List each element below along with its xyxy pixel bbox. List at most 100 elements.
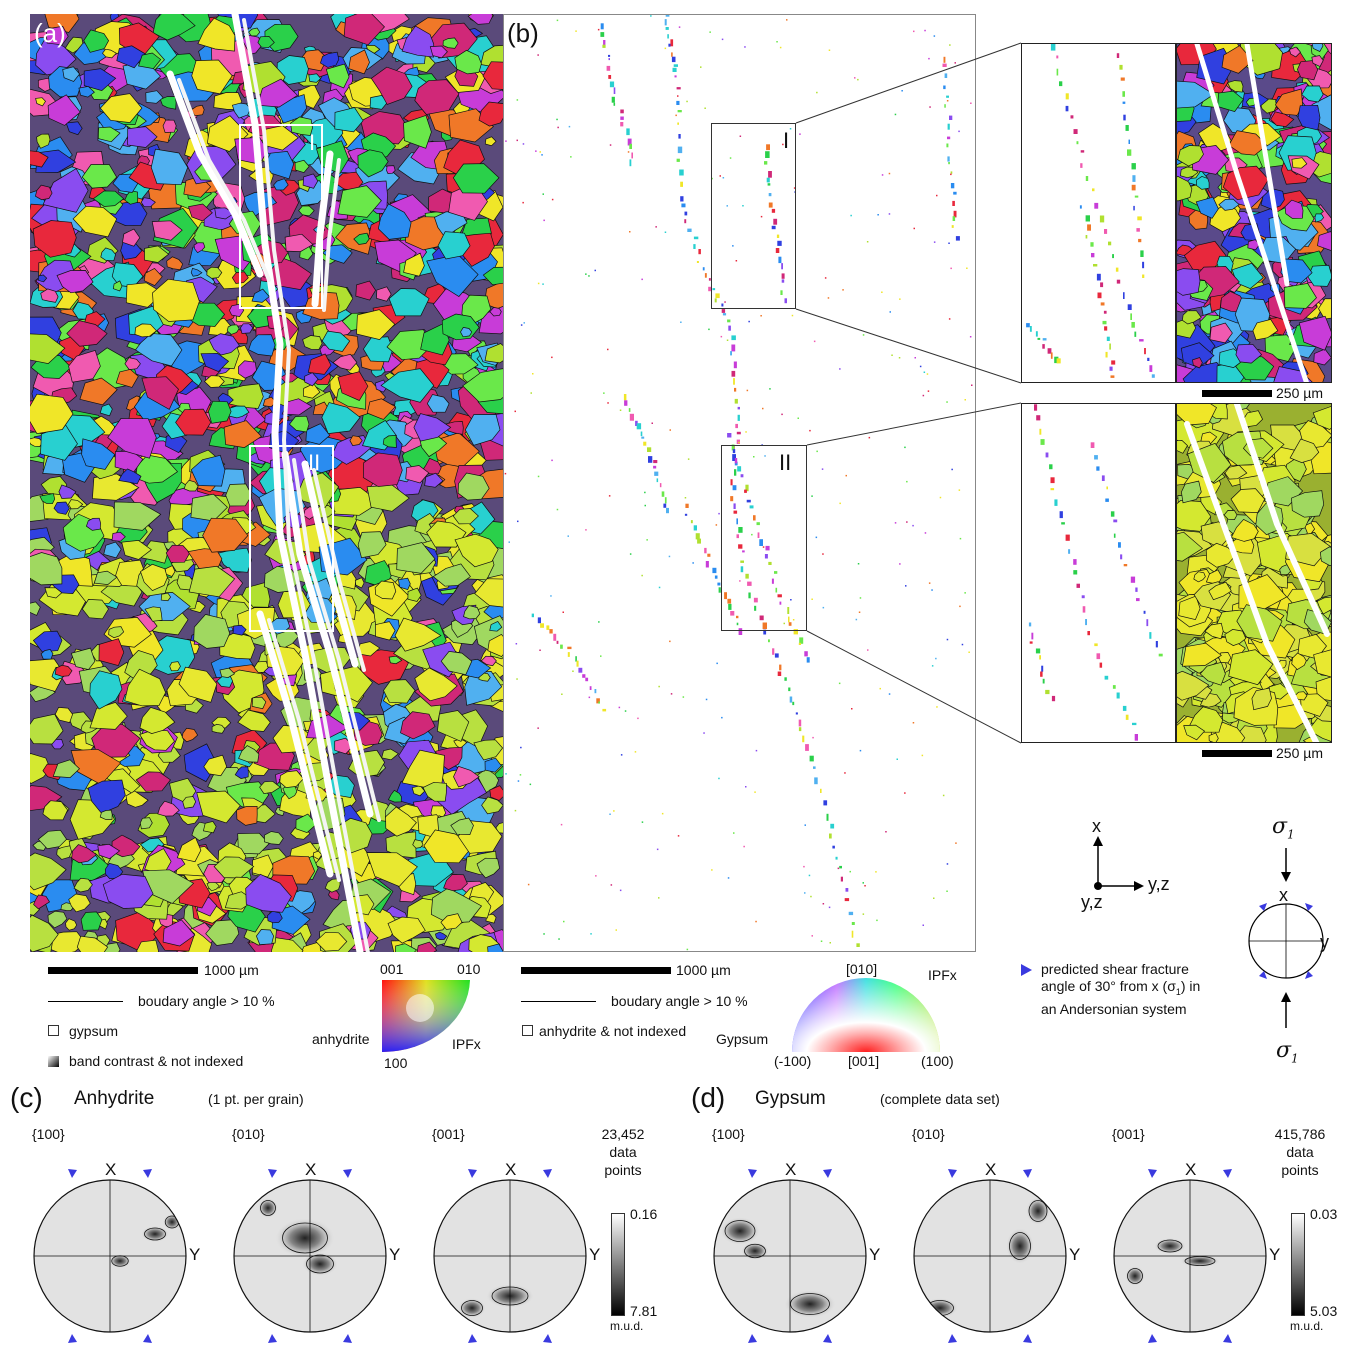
ipf-key-gypsum [792, 978, 940, 1052]
pole-figure-c-1 [233, 1169, 387, 1343]
sigma-bottom-label: σ1 [1276, 1038, 1299, 1065]
ipf-label-a: IPFx [452, 1036, 481, 1052]
sigma-bottom-symbol: σ [1276, 1038, 1292, 1063]
zoom-scale-bar-2 [1202, 750, 1272, 757]
circle-x-label: x [1279, 885, 1288, 905]
fracture-note-line-2: angle of 30° from x (σ1) in [1041, 978, 1200, 1001]
c-data-points-label-2: points [604, 1162, 642, 1178]
andersonian-circle [1248, 903, 1324, 979]
ipf-corner-010: 010 [457, 961, 481, 977]
region-box-ii-a [249, 445, 334, 632]
d-data-points-label-1: data [1286, 1144, 1314, 1160]
zoom-i-gypsum-graphic [1026, 44, 1155, 378]
sigma-bottom-sub: 1 [1291, 1051, 1299, 1066]
pf-c-y-label-1: Y [389, 1245, 401, 1264]
region-box-i-b [711, 123, 796, 309]
c-colorbar-unit: m.u.d. [610, 1319, 644, 1333]
boundary-label-b: boudary angle > 10 % [611, 993, 748, 1009]
ipf-corner-100: 100 [384, 1055, 408, 1071]
region-label-ii-a: II [308, 450, 321, 475]
gypsum-label: gypsum [69, 1023, 119, 1039]
band-contrast-swatch [48, 1056, 59, 1067]
d-colorbar-unit: m.u.d. [1290, 1319, 1324, 1333]
band-contrast-label: band contrast & not indexed [69, 1053, 244, 1069]
zoom-ii-gypsum-graphic [1028, 404, 1163, 741]
ipf-label-b: IPFx [928, 967, 957, 983]
d-data-points-value: 415,786 [1274, 1126, 1326, 1142]
pf-c-x-label-2: X [505, 1160, 517, 1179]
axis-yz-origin-label: y,z [1081, 892, 1103, 912]
d-data-points-label-2: points [1281, 1162, 1319, 1178]
pf-d-x-label-1: X [985, 1160, 997, 1179]
zoom-i-gypsum [1021, 43, 1176, 383]
pf-c-x-label-0: X [105, 1160, 117, 1179]
fracture-note-sub: 1 [1175, 986, 1181, 997]
sigma-top-arrow [1281, 848, 1291, 882]
d-colorbar-min: 5.03 [1310, 1303, 1338, 1319]
panel-d-title: Gypsum [755, 1088, 826, 1109]
pf-c-x-label-1: X [305, 1160, 317, 1179]
pf-c-plane-label-0: {100} [32, 1126, 65, 1142]
scale-label-b: 1000 µm [676, 962, 731, 978]
sigma-bottom-arrow [1281, 992, 1291, 1028]
panel-c-label: (c) [10, 1082, 43, 1113]
gypsum-swatch [48, 1025, 59, 1036]
fracture-note-line-1: predicted shear fracture [1041, 961, 1189, 977]
panel-d-subtitle: (complete data set) [880, 1091, 1000, 1107]
pf-c-y-label-0: Y [189, 1245, 201, 1264]
d-data-points: 415,786 data points [1268, 1125, 1332, 1179]
ipf-key-anhydrite [382, 980, 470, 1052]
boundary-label-a: boudary angle > 10 % [138, 993, 275, 1009]
region-label-ii-b: II [779, 450, 792, 475]
pf-c-plane-label-2: {001} [432, 1126, 465, 1142]
scale-label-a: 1000 µm [204, 962, 259, 978]
panel-b-label: (b) [507, 18, 539, 48]
fracture-note: predicted shear fracture angle of 30° fr… [1041, 961, 1200, 1018]
fracture-note-line-3: an Andersonian system [1041, 1000, 1187, 1017]
c-colorbar-max: 0.16 [630, 1206, 658, 1222]
boundary-line-b [521, 1001, 596, 1002]
pole-figure-c-0 [33, 1169, 187, 1343]
zoom-scale-label-1: 250 µm [1276, 385, 1323, 401]
d-colorbar [1291, 1213, 1305, 1316]
pf-d-x-label-2: X [1185, 1160, 1197, 1179]
circle-y-label: y [1320, 932, 1329, 952]
ebsd-map-anhydrite [30, 14, 503, 952]
pole-figure-c-2 [433, 1169, 587, 1343]
sigma-top-sub: 1 [1287, 827, 1295, 842]
ipf-top-label: [010] [846, 961, 878, 977]
sigma-top-symbol: σ [1272, 814, 1288, 839]
c-colorbar [611, 1213, 625, 1316]
panel-c-title: Anhydrite [74, 1088, 155, 1109]
zoom-ii-anhydrite [1176, 403, 1332, 743]
ipf-corner-001: 001 [380, 961, 404, 977]
axis-x-label: x [1092, 816, 1101, 836]
sigma-top-label: σ1 [1272, 814, 1295, 841]
c-data-points-value: 23,452 [601, 1126, 645, 1142]
fracture-marker-icon [1021, 964, 1032, 976]
boundary-line-a [48, 1001, 123, 1002]
fracture-note-line-2-text: angle of 30° from x (σ [1041, 978, 1176, 994]
c-colorbar-min: 7.81 [630, 1303, 658, 1319]
axis-yz-label: y,z [1148, 874, 1170, 894]
region-label-i-b: I [783, 128, 790, 153]
pf-d-plane-label-0: {100} [712, 1126, 745, 1142]
zoom-i-anhydrite [1176, 43, 1332, 383]
gypsum-phase-label: Gypsum [716, 1031, 769, 1047]
region-box-ii-b [721, 445, 807, 631]
fracture-note-line-2-end: ) in [1180, 978, 1201, 994]
pole-figure-d-0 [713, 1169, 867, 1343]
panel-c-subtitle: (1 pt. per grain) [208, 1091, 304, 1107]
pf-c-y-label-2: Y [589, 1245, 601, 1264]
not-indexed-swatch [522, 1025, 533, 1036]
coordinate-axes [1093, 836, 1144, 891]
ebsd-map-a-graphic [30, 14, 503, 952]
anhydrite-phase-label: anhydrite [312, 1031, 370, 1047]
scale-bar-b [521, 967, 671, 974]
pf-d-y-label-0: Y [869, 1245, 881, 1264]
ebsd-map-gypsum [503, 14, 976, 952]
zoom-ii-anhydrite-graphic [1177, 404, 1331, 742]
pf-d-x-label-0: X [785, 1160, 797, 1179]
panel-a-label: (a) [34, 18, 66, 48]
zoom-scale-label-2: 250 µm [1276, 745, 1323, 761]
